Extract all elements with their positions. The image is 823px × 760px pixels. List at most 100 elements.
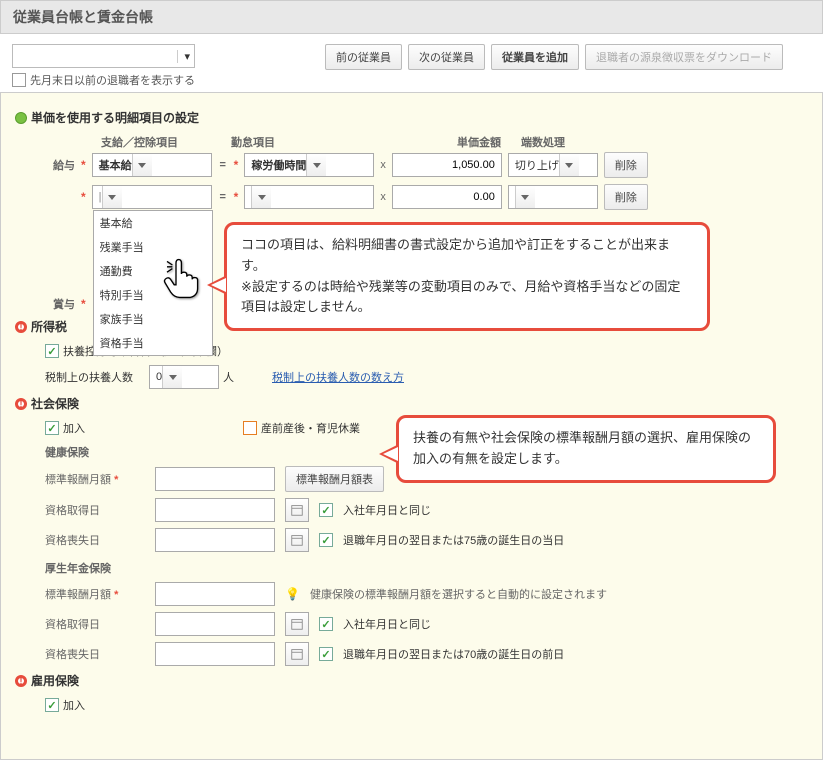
field-label: 標準報酬月額 [45,474,111,486]
health-loss-input[interactable] [155,528,275,552]
field-label: 標準報酬月額 [45,589,111,601]
alert-icon [15,398,27,410]
delete-button[interactable]: 削除 [604,184,648,210]
pension-acq-input[interactable] [155,612,275,636]
health-acq-input[interactable] [155,498,275,522]
employee-select[interactable]: ▾ [12,44,195,68]
unit-section-title: 単価を使用する明細項目の設定 [31,109,199,126]
rounding-value: 切り上げ [515,157,559,173]
delete-button[interactable]: 削除 [604,152,648,178]
pension-acq-row: 資格取得日 入社年月日と同じ [45,612,808,636]
download-tax-button[interactable]: 退職者の源泉徴収票をダウンロード [585,44,783,70]
calendar-icon[interactable] [285,642,309,666]
health-std-input[interactable] [155,467,275,491]
employment-section-head: 雇用保険 [15,672,808,689]
dropdown-option[interactable]: 基本給 [94,211,212,235]
show-retired-label: 先月末日以前の退職者を表示する [30,72,195,88]
dropdown-option[interactable]: 資格手当 [94,331,212,355]
pension-std-input[interactable] [155,582,275,606]
salary-row-1: 給与 * 基本給 = * 稼労働時間 x 切り上げ 削除 [15,152,808,178]
loss-auto-label: 退職年月日の翌日または75歳の誕生日の当日 [343,532,564,548]
checkbox-icon [45,344,59,358]
col-unit: 単価金額 [381,134,521,150]
pay-item-value: 基本給 [99,157,132,173]
add-employee-button[interactable]: 従業員を追加 [491,44,579,70]
chevron-down-icon [515,186,535,208]
times-icon: x [380,191,386,203]
dependents-row: 税制上の扶養人数 0 人 税制上の扶養人数の数え方 [45,365,808,389]
calendar-icon[interactable] [285,528,309,552]
same-as-hire-checkbox[interactable] [319,503,333,517]
social-title: 社会保険 [31,395,79,412]
enroll-checkbox[interactable] [45,421,59,435]
callout-2: 扶養の有無や社会保険の標準報酬月額の選択、雇用保険の加入の有無を設定します。 [396,415,776,483]
page-title: 従業員台帳と賃金台帳 [0,0,823,34]
loss-auto-checkbox[interactable] [319,533,333,547]
unit-price-input[interactable] [392,153,502,177]
checkbox-icon [12,73,26,87]
field-label: 資格喪失日 [45,646,145,662]
equals-icon: = [218,191,228,203]
calendar-icon[interactable] [285,498,309,522]
pension-loss-input[interactable] [155,642,275,666]
loss-auto-checkbox[interactable] [319,647,333,661]
field-label: 資格取得日 [45,616,145,632]
chevron-down-icon [251,186,271,208]
pay-item-select[interactable]: 基本給 [92,153,212,177]
field-label: 資格取得日 [45,502,145,518]
required-star: * [234,158,239,172]
dependents-help-link[interactable]: 税制上の扶養人数の数え方 [272,369,404,385]
chevron-down-icon [162,366,182,388]
callout-1-text: ココの項目は、給料明細書の書式設定から追加や訂正をすることが出来ます。 ※設定す… [241,237,680,314]
alert-icon [15,321,27,333]
same-as-hire-label: 入社年月日と同じ [343,616,431,632]
employment-enroll-checkbox[interactable] [45,698,59,712]
unit-price-input[interactable] [392,185,502,209]
employment-title: 雇用保険 [31,672,79,689]
maternity-checkbox[interactable] [243,421,257,435]
employment-enroll-label: 加入 [63,697,85,713]
dependents-select[interactable]: 0 [149,365,219,389]
callout-1: ココの項目は、給料明細書の書式設定から追加や訂正をすることが出来ます。 ※設定す… [224,222,710,331]
row-label: 賞与 [15,296,75,312]
prev-employee-button[interactable]: 前の従業員 [325,44,402,70]
attend-item-value: 稼労働時間 [251,157,306,173]
col-attend: 勤怠項目 [231,134,381,150]
attend-item-select[interactable] [244,185,374,209]
chevron-down-icon [306,154,326,176]
next-employee-button[interactable]: 次の従業員 [408,44,485,70]
dropdown-option[interactable]: 家族手当 [94,307,212,331]
dependents-label: 税制上の扶養人数 [45,369,145,385]
maternity-label: 産前産後・育児休業 [261,420,360,436]
field-label: 資格喪失日 [45,532,145,548]
rounding-select[interactable] [508,185,598,209]
lightbulb-icon: 💡 [285,587,300,601]
times-icon: x [380,159,386,171]
show-retired-checkbox-row[interactable]: 先月末日以前の退職者を表示する [12,72,195,88]
pay-item-select-open[interactable]: | 基本給 残業手当 通勤費 特別手当 家族手当 資格手当 [92,185,212,209]
chevron-down-icon [102,186,122,208]
same-as-hire-label: 入社年月日と同じ [343,502,431,518]
chevron-down-icon [132,154,152,176]
chevron-down-icon [559,154,579,176]
toolbar: ▾ 先月末日以前の退職者を表示する 前の従業員 次の従業員 従業員を追加 退職者… [0,34,823,92]
grid-header: 支給／控除項目 勤怠項目 単価金額 端数処理 [101,134,808,150]
same-as-hire-checkbox[interactable] [319,617,333,631]
rounding-select[interactable]: 切り上げ [508,153,598,177]
required-star: * [81,297,86,311]
health-loss-row: 資格喪失日 退職年月日の翌日または75歳の誕生日の当日 [45,528,808,552]
hand-cursor-icon [158,256,203,301]
std-table-button[interactable]: 標準報酬月額表 [285,466,384,492]
attend-item-select[interactable]: 稼労働時間 [244,153,374,177]
required-star: * [81,190,86,204]
calendar-icon[interactable] [285,612,309,636]
pension-head: 厚生年金保険 [45,560,808,576]
alert-icon [15,675,27,687]
social-section-head: 社会保険 [15,395,808,412]
enroll-label: 加入 [63,420,85,436]
bullet-icon [15,112,27,124]
callout-2-text: 扶養の有無や社会保険の標準報酬月額の選択、雇用保険の加入の有無を設定します。 [413,430,751,466]
loss-auto-label: 退職年月日の翌日または70歳の誕生日の前日 [343,646,564,662]
equals-icon: = [218,159,228,171]
tax-title: 所得税 [31,318,67,335]
